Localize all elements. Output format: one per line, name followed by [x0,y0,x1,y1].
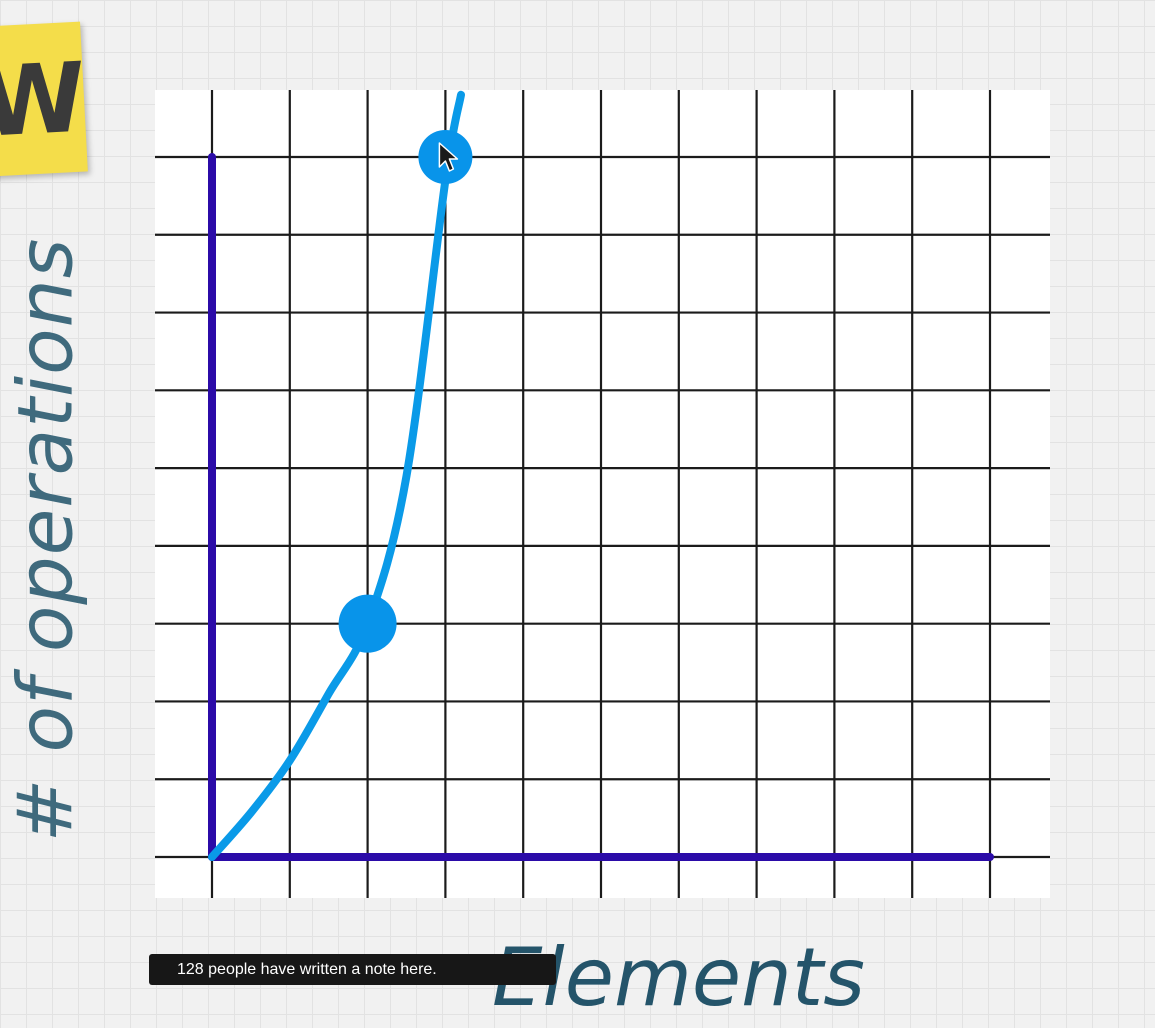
cursor-layer [438,142,459,172]
plot-background [155,90,1050,898]
highlighted-point-0 [338,594,397,653]
y-axis-label: # of operations [0,237,90,843]
grid [155,90,1050,898]
note-banner[interactable]: 128 people have written a note here. [149,954,556,985]
note-banner-text: 128 people have written a note here. [177,961,437,978]
mouse-pointer-icon [438,142,459,172]
axes [208,153,994,861]
